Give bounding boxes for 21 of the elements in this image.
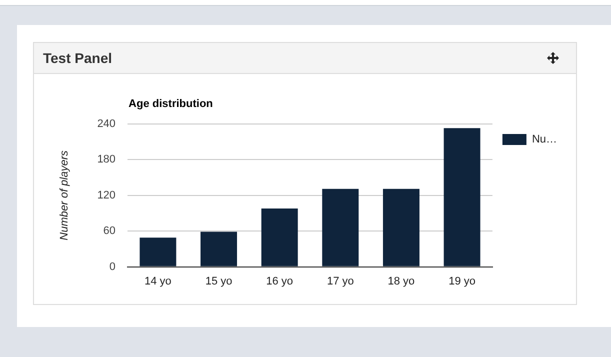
text: Test Panel	[43, 50, 112, 66]
y-tick-label: 240	[97, 118, 116, 130]
y-tick-label: 0	[109, 260, 116, 273]
x-tick-label: 18 yo	[388, 275, 415, 288]
bar	[200, 232, 238, 266]
x-tick-label: 17 yo	[326, 275, 354, 288]
bar	[322, 188, 359, 266]
bar	[261, 208, 298, 266]
legend-label: Nu…	[532, 134, 557, 146]
bar	[140, 238, 176, 266]
chart-title: Age distribution	[128, 98, 214, 110]
y-tick-label: 180	[97, 154, 116, 166]
x-tick-label: 14 yo	[144, 275, 172, 288]
x-tick-label: 15 yo	[205, 275, 232, 288]
y-tick-label: 120	[97, 189, 116, 202]
y-axis-title: Number of players	[58, 150, 71, 240]
x-tick-label: 19 yo	[448, 275, 476, 288]
bar	[444, 128, 480, 266]
bar	[382, 188, 420, 266]
x-tick-label: 16 yo	[266, 275, 294, 288]
y-tick-label: 60	[103, 225, 116, 238]
